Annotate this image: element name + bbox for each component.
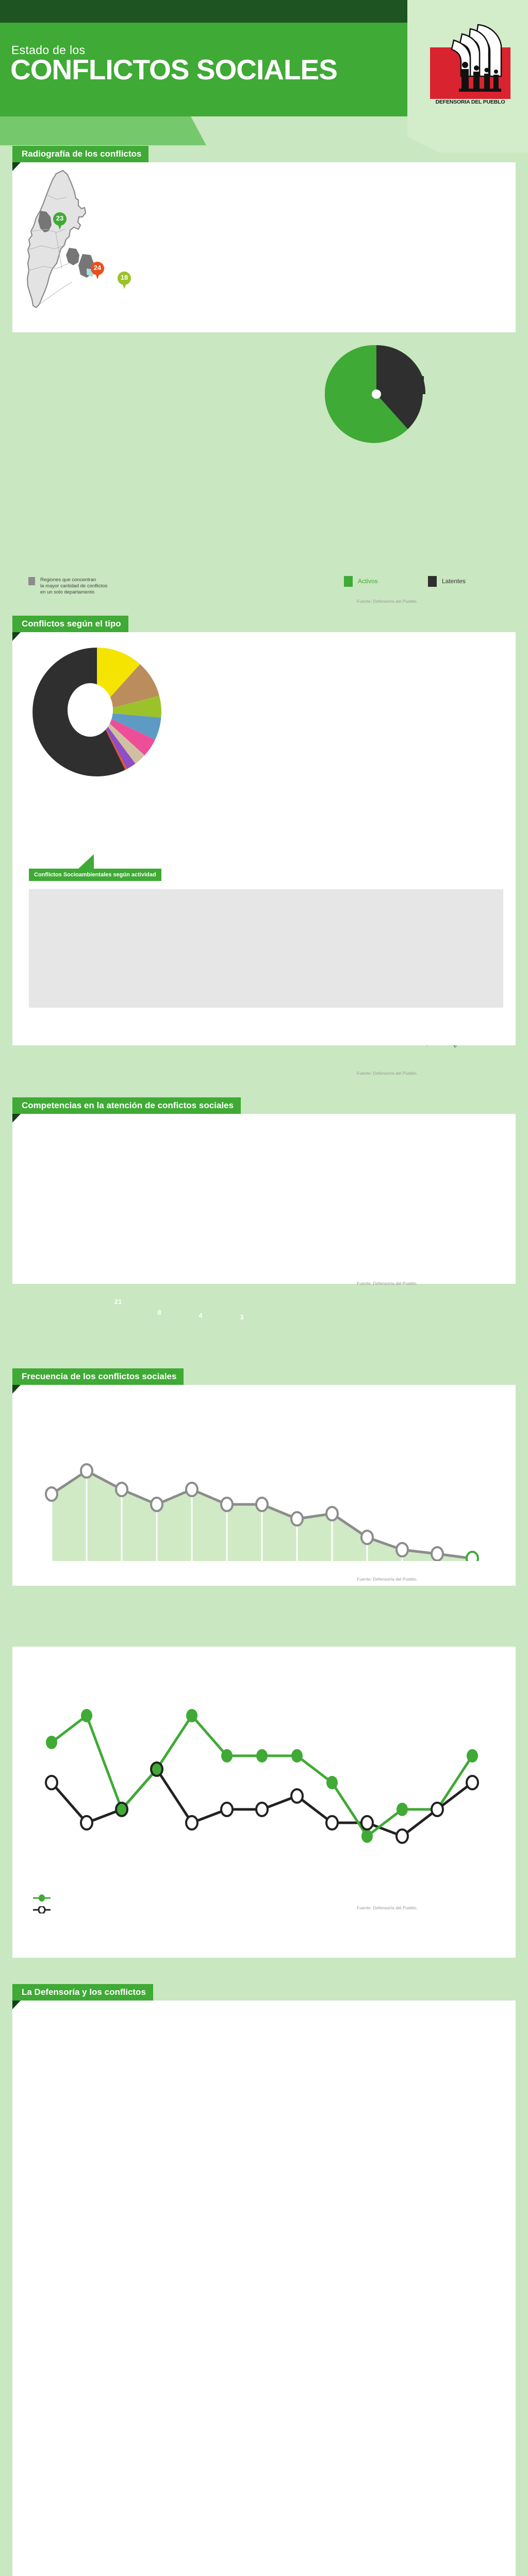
section-5-card <box>12 2001 516 2576</box>
source-note-2: Fuente: Defensoría del Pueblo. <box>357 1071 418 1076</box>
section-5-title: La Defensoría y los conflictos <box>12 1984 153 2001</box>
legend-marker-resueltos-icon <box>33 1906 51 1913</box>
bar-value-poder-judicial: 8 <box>157 1309 161 1316</box>
map-pin-ancash: 23 <box>53 212 67 230</box>
logo-hand-icon <box>451 24 502 92</box>
source-note-1: Fuente: Defensoría del Pueblo. <box>357 599 418 604</box>
source-note-3: Fuente: Defensoría del Pueblo. <box>357 1281 418 1286</box>
nuevos-resueltos-line-chart <box>45 1709 479 1844</box>
header-wing <box>0 116 206 145</box>
section-3-card <box>12 1114 516 1284</box>
map-pin-apurimac: 24 <box>91 262 104 279</box>
actividad-chart-panel <box>29 889 503 1008</box>
header-green-band <box>0 23 407 116</box>
page-title: CONFLICTOS SOCIALES <box>10 54 338 86</box>
bar-value-gobierno-local: 21 <box>114 1298 122 1306</box>
source-note-5: Fuente: Defensoría del Pueblo. <box>357 1905 418 1910</box>
map-pin-puno: 18 <box>118 272 131 289</box>
casos-line-chart <box>45 1463 479 1561</box>
bar-value-poder-legislativo: 4 <box>199 1312 203 1319</box>
section-3-title: Competencias en la atención de confictos… <box>12 1097 241 1114</box>
header-dark-band <box>0 0 407 23</box>
source-note-4: Fuente: Defensoría del Pueblo. <box>357 1577 418 1582</box>
section-2-title: Conflictos según el tipo <box>12 616 128 632</box>
bar-value-org-const-autonomo: 3 <box>240 1313 244 1321</box>
pie-legend-latentes-swatch <box>428 576 437 587</box>
map-pin-value: 18 <box>120 274 128 281</box>
logo-label: DEFENSORIA DEL PUEBLO <box>435 99 505 105</box>
section-1-card <box>12 162 516 332</box>
activos-latentes-pie <box>325 345 426 443</box>
map-legend-swatch <box>28 577 35 585</box>
section-4-title: Frecuencia de los conflictos sociales <box>12 1368 184 1385</box>
header-eyebrow: Estado de los <box>11 43 86 57</box>
pie-legend-activos-label: Activos <box>358 578 378 585</box>
peru-map <box>26 170 95 309</box>
map-pin-value: 23 <box>56 214 64 222</box>
actividad-tab-label: Conflictos Socioambientales según activi… <box>29 869 161 881</box>
map-legend-text: Regiones que concentran la mayor cantida… <box>40 577 108 595</box>
header-right-notch <box>407 116 528 152</box>
section-1-title: Radiografía de los conflictos <box>12 146 149 162</box>
map-pin-value: 24 <box>93 264 102 272</box>
pie-legend-latentes-label: Latentes <box>442 578 466 585</box>
pie-legend-activos-swatch <box>344 576 353 587</box>
tipo-donut-chart <box>32 648 161 776</box>
legend-marker-nuevos-icon <box>33 1894 51 1902</box>
defensoria-logo: DEFENSORIA DEL PUEBLO <box>429 21 512 105</box>
